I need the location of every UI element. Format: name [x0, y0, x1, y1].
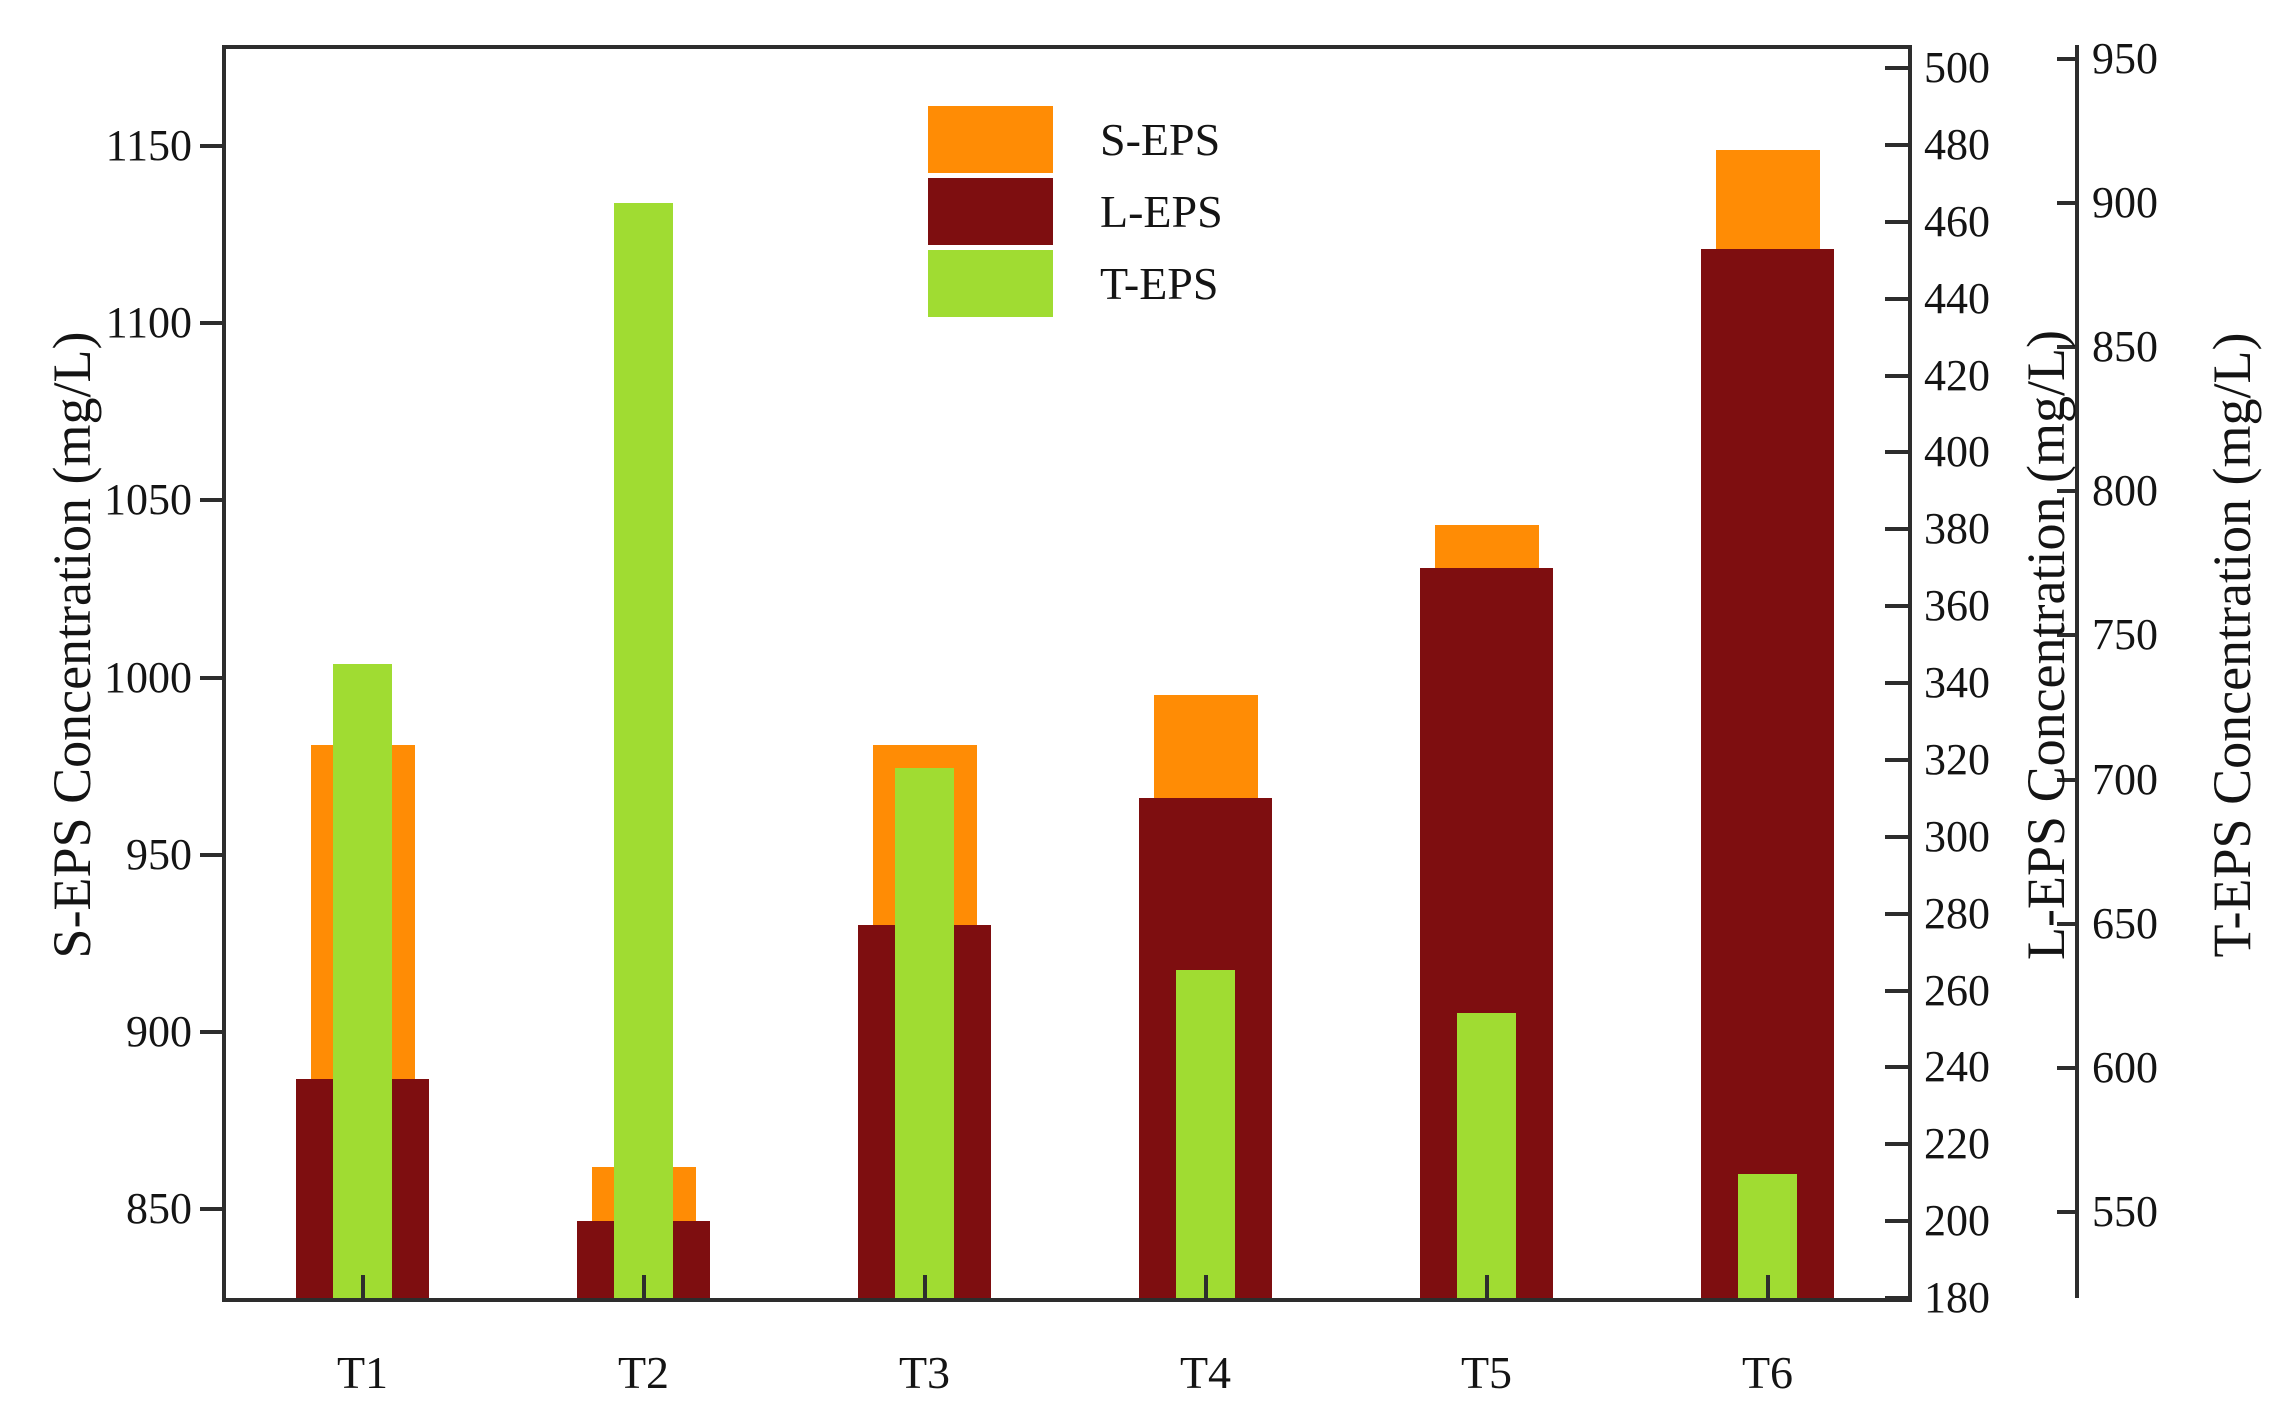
x-axis-category-label: T3 — [898, 1347, 951, 1398]
l-axis-tick-label: 500 — [1924, 43, 1990, 93]
l-axis-tick — [1885, 142, 1908, 147]
bar-t-eps-T4 — [1176, 969, 1235, 1298]
x-axis-category-label: T6 — [1741, 1347, 1794, 1398]
x-axis-tick — [360, 1275, 365, 1298]
t-axis-tick-label: 900 — [2092, 178, 2158, 228]
s-axis-tick — [200, 675, 222, 680]
s-axis-tick — [200, 144, 222, 149]
bar-t-eps-T2 — [614, 203, 673, 1298]
bar-t-eps-T5 — [1457, 1012, 1516, 1298]
t-eps-axis-title: T-EPS Concentration (mg/L) — [2202, 332, 2262, 958]
l-axis-tick — [1885, 296, 1908, 301]
t-axis-tick-label: 600 — [2092, 1042, 2158, 1092]
l-axis-tick — [1885, 1219, 1908, 1224]
legend-swatch-l-eps — [928, 178, 1053, 245]
t-axis-tick — [2057, 777, 2075, 782]
l-axis-tick — [1885, 1065, 1908, 1070]
l-axis-tick-label: 340 — [1924, 658, 1990, 708]
t-axis-tick — [2057, 345, 2075, 350]
l-axis-tick-label: 480 — [1924, 119, 1990, 169]
s-axis-tick — [200, 1207, 222, 1212]
l-axis-tick — [1885, 834, 1908, 839]
l-axis-tick — [1885, 988, 1908, 993]
l-axis-tick-label: 200 — [1924, 1196, 1990, 1246]
t-axis-tick-label: 550 — [2092, 1186, 2158, 1236]
l-axis-tick-label: 360 — [1924, 581, 1990, 631]
x-axis-category-label: T1 — [336, 1347, 389, 1398]
s-axis-tick-label: 1100 — [105, 298, 192, 348]
t-axis-tick — [2057, 57, 2075, 62]
t-axis-tick — [2057, 201, 2075, 206]
t-axis-tick-label: 950 — [2092, 34, 2158, 84]
t-axis-tick — [2057, 1065, 2075, 1070]
s-axis-tick — [200, 1030, 222, 1035]
l-axis-tick — [1885, 757, 1908, 762]
s-axis-tick — [200, 321, 222, 326]
bar-t-eps-T1 — [333, 664, 392, 1298]
bar-t-eps-T3 — [895, 767, 954, 1298]
t-axis-tick-label: 800 — [2092, 466, 2158, 516]
l-axis-tick — [1885, 1296, 1908, 1300]
x-axis-tick — [641, 1275, 646, 1298]
x-axis-category-label: T4 — [1179, 1347, 1232, 1398]
t-axis-tick — [2057, 489, 2075, 494]
bar-l-eps-T6 — [1701, 248, 1834, 1298]
l-axis-tick-label: 260 — [1924, 965, 1990, 1015]
l-axis-tick — [1885, 450, 1908, 455]
l-axis-tick — [1885, 1142, 1908, 1147]
x-axis-tick — [922, 1275, 927, 1298]
s-axis-tick-label: 1050 — [104, 475, 192, 525]
x-axis-category-label: T5 — [1460, 1347, 1513, 1398]
t-axis-tick — [2057, 633, 2075, 638]
l-axis-tick-label: 460 — [1924, 196, 1990, 246]
l-axis-tick-label: 320 — [1924, 734, 1990, 784]
x-axis-tick — [1203, 1275, 1208, 1298]
l-axis-tick — [1885, 373, 1908, 378]
x-axis-tick — [1765, 1275, 1770, 1298]
l-axis-tick-label: 440 — [1924, 273, 1990, 323]
l-axis-tick-label: 280 — [1924, 888, 1990, 938]
l-axis-tick — [1885, 911, 1908, 916]
x-axis-tick — [1484, 1275, 1489, 1298]
legend-swatch-s-eps — [928, 106, 1053, 173]
legend-swatch-t-eps — [928, 250, 1053, 317]
s-axis-tick-label: 850 — [126, 1184, 192, 1234]
l-axis-tick-label: 300 — [1924, 811, 1990, 861]
plot-area — [222, 45, 1912, 1302]
l-axis-tick-label: 180 — [1924, 1273, 1990, 1322]
x-axis-category-label: T2 — [617, 1347, 670, 1398]
t-axis-tick-label: 850 — [2092, 322, 2158, 372]
t-axis-tick — [2057, 921, 2075, 926]
legend-label-l-eps: L-EPS — [1100, 186, 1223, 237]
s-axis-tick-label: 950 — [126, 829, 192, 879]
t-axis-tick-label: 700 — [2092, 754, 2158, 804]
l-eps-axis-title: L-EPS Concentration (mg/L) — [2016, 330, 2076, 960]
legend-label-s-eps: S-EPS — [1100, 114, 1221, 165]
l-axis-tick — [1885, 681, 1908, 686]
l-axis-tick — [1885, 527, 1908, 532]
l-axis-tick-label: 220 — [1924, 1119, 1990, 1169]
t-eps-axis-spine — [2075, 45, 2079, 1298]
l-axis-tick-label: 380 — [1924, 504, 1990, 554]
t-axis-tick — [2057, 1209, 2075, 1214]
s-axis-tick-label: 900 — [126, 1007, 192, 1057]
t-axis-tick-label: 750 — [2092, 610, 2158, 660]
legend-label-t-eps: T-EPS — [1100, 258, 1219, 309]
s-axis-tick-label: 1150 — [105, 121, 192, 171]
l-axis-tick-label: 400 — [1924, 427, 1990, 477]
t-axis-tick-label: 650 — [2092, 898, 2158, 948]
s-axis-tick-label: 1000 — [104, 652, 192, 702]
l-axis-tick-label: 240 — [1924, 1042, 1990, 1092]
l-axis-tick-label: 420 — [1924, 350, 1990, 400]
l-axis-tick — [1885, 66, 1908, 71]
s-axis-tick — [200, 852, 222, 857]
l-axis-tick — [1885, 604, 1908, 609]
l-axis-tick — [1885, 219, 1908, 224]
s-axis-tick — [200, 498, 222, 503]
